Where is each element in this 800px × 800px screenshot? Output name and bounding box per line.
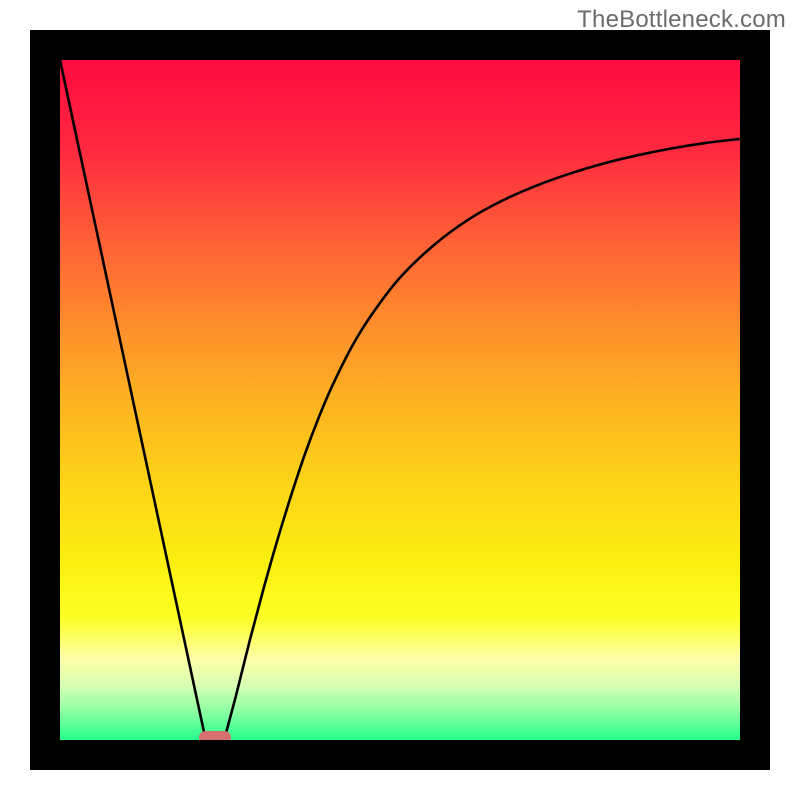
curve-right-segment xyxy=(225,139,740,736)
chart-frame: TheBottleneck.com xyxy=(0,0,800,800)
plot-border-bottom xyxy=(30,740,770,770)
plot-area xyxy=(60,60,740,740)
curve-svg xyxy=(60,60,740,740)
watermark-text: TheBottleneck.com xyxy=(577,6,786,34)
plot-border-top xyxy=(30,30,770,60)
plot-border-right xyxy=(740,30,770,770)
curve-left-segment xyxy=(60,60,205,736)
plot-border-left xyxy=(30,30,60,770)
